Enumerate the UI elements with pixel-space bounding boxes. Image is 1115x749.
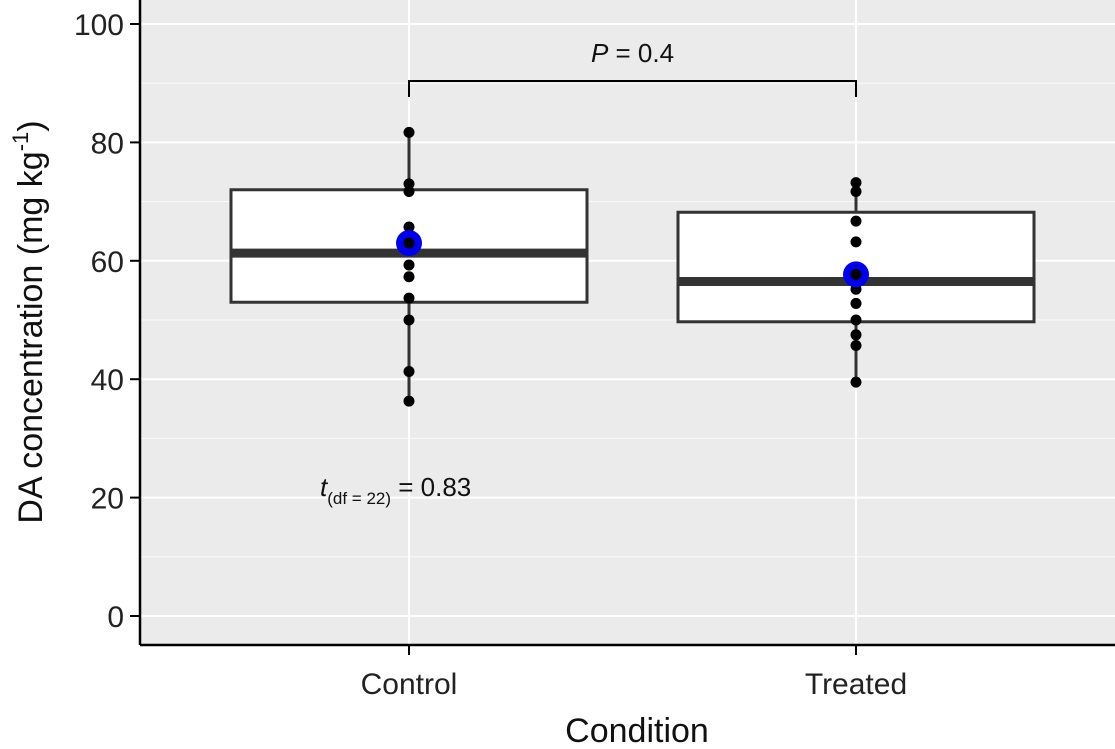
data-point bbox=[850, 177, 862, 189]
data-point bbox=[403, 314, 415, 326]
p-label: P bbox=[591, 38, 609, 68]
y-tick-label: 80 bbox=[91, 127, 124, 160]
y-axis-title-sup: -1 bbox=[8, 132, 33, 152]
data-point bbox=[850, 339, 862, 351]
y-tick-label: 0 bbox=[107, 601, 124, 634]
significance-bracket bbox=[408, 80, 857, 97]
t-label: t bbox=[320, 472, 329, 502]
y-tick-label: 60 bbox=[91, 246, 124, 279]
y-ticks: 0 20 40 60 80 100 bbox=[74, 9, 140, 634]
mean-center-point bbox=[850, 268, 862, 280]
data-point bbox=[403, 178, 415, 190]
y-axis-title: DA concentration (mg kg-1) bbox=[8, 120, 50, 523]
data-point bbox=[403, 271, 415, 283]
data-point bbox=[403, 395, 415, 407]
data-point bbox=[403, 259, 415, 271]
x-tick-label: Treated bbox=[805, 668, 907, 701]
data-point bbox=[403, 221, 415, 233]
mean-center-point bbox=[403, 237, 415, 249]
x-ticks: Control Treated bbox=[361, 645, 907, 701]
y-tick-label: 100 bbox=[74, 9, 124, 42]
data-point bbox=[403, 126, 415, 138]
t-value: = 0.83 bbox=[391, 472, 471, 502]
p-value-annotation: P = 0.4 bbox=[591, 38, 674, 68]
y-tick-label: 20 bbox=[91, 483, 124, 516]
data-point bbox=[850, 186, 862, 198]
data-point bbox=[403, 186, 415, 198]
data-point bbox=[403, 292, 415, 304]
data-point bbox=[403, 366, 415, 378]
t-test-annotation: t(df = 22) = 0.83 bbox=[320, 472, 471, 508]
axes bbox=[138, 0, 1115, 647]
y-tick-label: 40 bbox=[91, 364, 124, 397]
data-point bbox=[850, 297, 862, 309]
y-axis-title-main: DA concentration (mg kg bbox=[12, 151, 50, 523]
data-points bbox=[396, 126, 869, 407]
x-axis-title: Condition bbox=[565, 712, 709, 749]
p-value: = 0.4 bbox=[608, 38, 674, 68]
t-subscript: (df = 22) bbox=[327, 489, 391, 508]
data-point bbox=[850, 314, 862, 326]
data-point bbox=[850, 215, 862, 227]
y-axis-title-close: ) bbox=[12, 120, 50, 131]
data-point bbox=[850, 329, 862, 341]
x-tick-label: Control bbox=[361, 668, 458, 701]
data-point bbox=[850, 236, 862, 248]
data-point bbox=[850, 376, 862, 388]
